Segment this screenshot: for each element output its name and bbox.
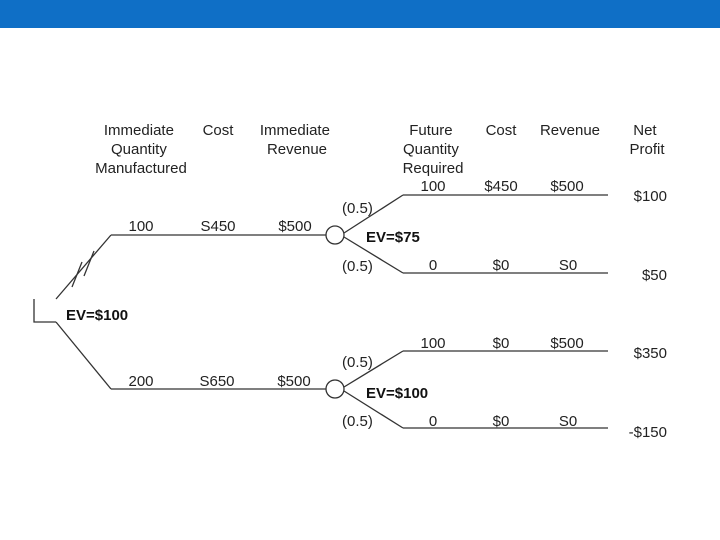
chance-node-1 [325,225,345,245]
branch-2-outcome-lines [343,350,608,429]
outcome-1b-revenue: S0 [559,257,577,274]
header-immediate-revenue: Immediate Revenue [260,122,334,158]
header-cost-future: Cost [486,122,518,139]
outcome-1a-cost: $450 [484,178,517,195]
outcome-2b-future-qty: 0 [429,413,437,430]
outcome-2a-net-profit: $350 [634,345,667,362]
outcome-2a-future-qty: 100 [420,335,445,352]
branch-blocked-mark [71,250,95,288]
chance-node-2 [325,379,345,399]
outcome-2a-cost: $0 [493,335,510,352]
header-immediate-quantity: Immediate Quantity Manufactured [95,122,187,177]
outcome-2a-revenue: $500 [550,335,583,352]
outcome-2b-prob: (0.5) [342,413,373,430]
outcome-1a-prob: (0.5) [342,200,373,217]
outcome-2b-revenue: S0 [559,413,577,430]
branch-1-outcome-lines [343,194,608,274]
branch-1-cost: S450 [200,218,235,235]
outcome-1a-net-profit: $100 [634,188,667,205]
header-future-quantity: Future Quantity Required [403,122,464,177]
branch-1-line [55,234,326,300]
branch-1-revenue: $500 [278,218,311,235]
root-ev-label: EV=$100 [66,307,128,324]
branch-2-cost: S650 [199,373,234,390]
header-revenue: Revenue [540,122,600,139]
outcome-2b-cost: $0 [493,413,510,430]
outcome-2b-net-profit: -$150 [629,424,667,441]
outcome-1b-cost: $0 [493,257,510,274]
branch-2-quantity: 200 [128,373,153,390]
header-net-profit: Net Profit [629,122,665,158]
outcome-2a-prob: (0.5) [342,354,373,371]
branch-2-revenue: $500 [277,373,310,390]
chance-node-2-ev: EV=$100 [366,385,428,402]
outcome-1a-future-qty: 100 [420,178,445,195]
branch-1-quantity: 100 [128,218,153,235]
top-accent-bar [0,0,720,28]
outcome-1b-prob: (0.5) [342,258,373,275]
branch-2-line [55,321,326,390]
outcome-1a-revenue: $500 [550,178,583,195]
outcome-1b-future-qty: 0 [429,257,437,274]
header-cost: Cost [203,122,235,139]
chance-node-1-ev: EV=$75 [366,229,420,246]
outcome-1b-net-profit: $50 [642,267,667,284]
decision-node [33,299,56,323]
